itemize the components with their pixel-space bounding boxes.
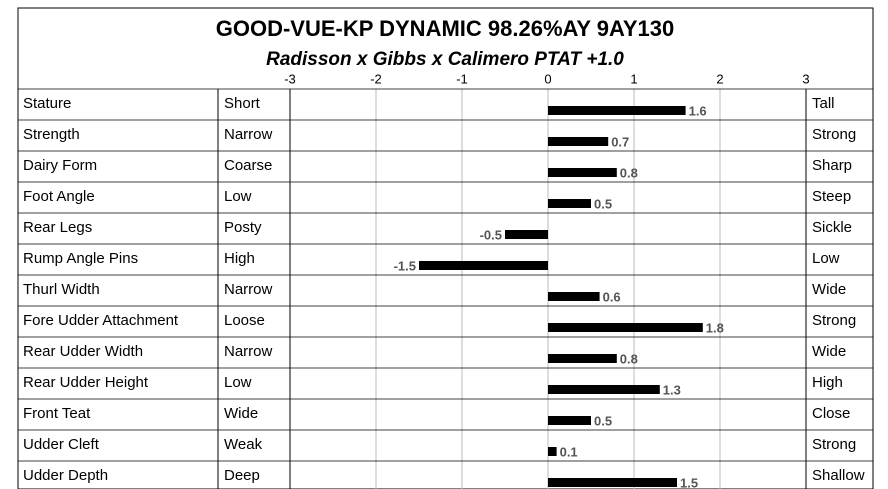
high-label: Tall — [812, 95, 835, 112]
bar — [548, 323, 703, 332]
value-label: 1.8 — [706, 320, 724, 335]
bar — [505, 230, 548, 239]
bar — [548, 137, 609, 146]
bar — [548, 168, 617, 177]
bar — [548, 416, 591, 425]
high-label: Sickle — [812, 219, 852, 236]
frame — [17, 7, 874, 489]
trait-label: Dairy Form — [23, 157, 97, 174]
trait-label: Udder Cleft — [23, 436, 100, 453]
value-label: -1.5 — [394, 258, 416, 273]
trait-label: Foot Angle — [23, 188, 95, 205]
low-label: Narrow — [224, 343, 273, 360]
trait-label: Fore Udder Attachment — [23, 312, 179, 329]
high-label: Low — [812, 250, 840, 267]
low-label: Narrow — [224, 281, 273, 298]
x-tick-label: 3 — [802, 71, 809, 86]
bar — [548, 199, 591, 208]
value-label: 1.5 — [680, 475, 698, 489]
trait-label: Rump Angle Pins — [23, 250, 138, 267]
bar — [548, 106, 686, 115]
value-label: 1.6 — [689, 103, 707, 118]
low-label: Narrow — [224, 126, 273, 143]
x-tick-label: 1 — [630, 71, 637, 86]
trait-label: Rear Udder Width — [23, 343, 143, 360]
high-label: Sharp — [812, 157, 852, 174]
value-label: 0.8 — [620, 351, 638, 366]
x-tick-label: -3 — [284, 71, 296, 86]
value-label: 0.7 — [611, 134, 629, 149]
x-tick-label: -2 — [370, 71, 382, 86]
bar — [548, 385, 660, 394]
high-label: Wide — [812, 281, 846, 298]
value-label: 1.3 — [663, 382, 681, 397]
low-label: Coarse — [224, 157, 272, 174]
high-label: Strong — [812, 126, 856, 143]
low-label: Low — [224, 374, 252, 391]
high-label: Wide — [812, 343, 846, 360]
low-label: Loose — [224, 312, 265, 329]
chart-title: GOOD-VUE-KP DYNAMIC 98.26%AY 9AY130 — [216, 16, 675, 41]
low-label: Weak — [224, 436, 263, 453]
value-label: 0.1 — [560, 444, 578, 459]
trait-label: Front Teat — [23, 405, 91, 422]
low-label: Low — [224, 188, 252, 205]
bar — [548, 354, 617, 363]
low-label: Deep — [224, 467, 260, 484]
low-label: Posty — [224, 219, 262, 236]
bar — [548, 478, 677, 487]
bar — [548, 292, 600, 301]
x-tick-label: 0 — [544, 71, 551, 86]
trait-label: Thurl Width — [23, 281, 100, 298]
high-label: Steep — [812, 188, 851, 205]
high-label: Shallow — [812, 467, 865, 484]
low-label: Short — [224, 95, 261, 112]
x-tick-label: 2 — [716, 71, 723, 86]
high-label: Close — [812, 405, 850, 422]
high-label: High — [812, 374, 843, 391]
trait-label: Rear Legs — [23, 219, 92, 236]
bar — [419, 261, 548, 270]
value-label: -0.5 — [480, 227, 502, 242]
chart-subtitle: Radisson x Gibbs x Calimero PTAT +1.0 — [266, 49, 624, 70]
value-label: 0.6 — [603, 289, 621, 304]
low-label: Wide — [224, 405, 258, 422]
bar — [548, 447, 557, 456]
trait-label: Stature — [23, 95, 71, 112]
value-label: 0.8 — [620, 165, 638, 180]
trait-label: Udder Depth — [23, 467, 108, 484]
high-label: Strong — [812, 312, 856, 329]
x-tick-label: -1 — [456, 71, 468, 86]
trait-label: Strength — [23, 126, 80, 143]
low-label: High — [224, 250, 255, 267]
value-label: 0.5 — [594, 196, 612, 211]
high-label: Strong — [812, 436, 856, 453]
value-label: 0.5 — [594, 413, 612, 428]
trait-label: Rear Udder Height — [23, 374, 149, 391]
